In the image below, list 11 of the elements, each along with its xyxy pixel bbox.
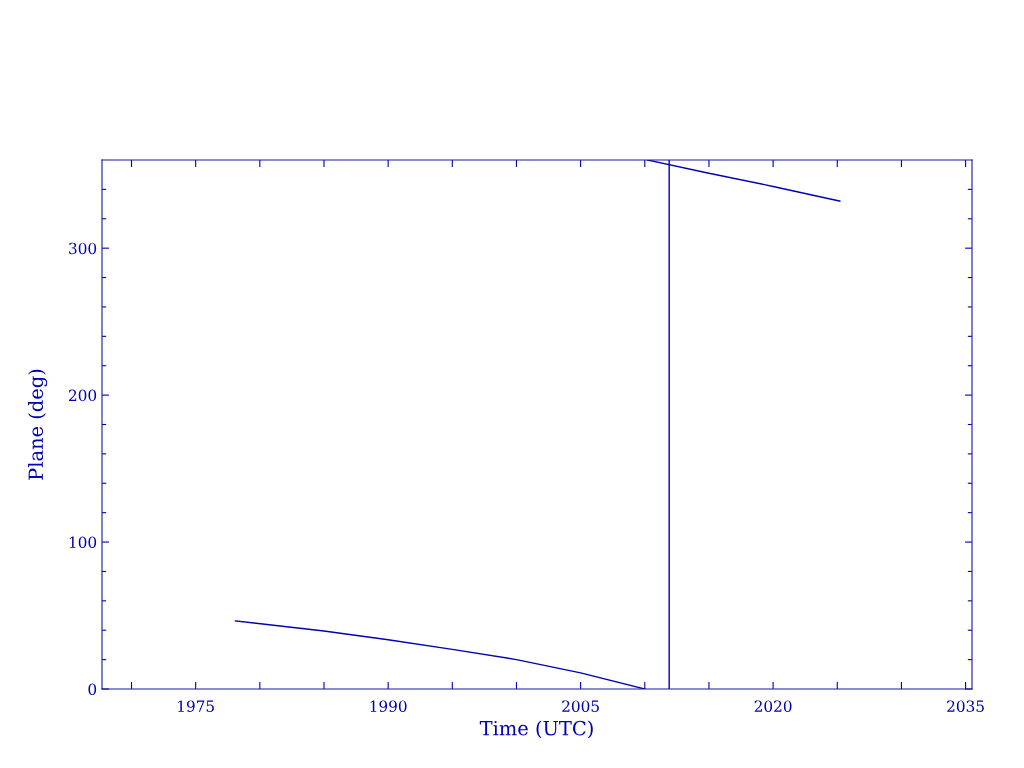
y-axis-title: Plane (deg)	[28, 369, 48, 480]
x-tick-label: 2020	[754, 700, 792, 712]
x-axis-title: Time (UTC)	[479, 720, 593, 739]
x-tick-label: 1990	[370, 700, 407, 712]
y-tick-label: 300	[69, 242, 97, 255]
x-tick-label: 2035	[947, 700, 984, 712]
y-tick-label: 200	[69, 389, 97, 402]
y-tick-label: 0	[88, 683, 97, 696]
x-tick-label: 2005	[562, 700, 599, 712]
x-tick-label: 1975	[178, 700, 214, 712]
y-tick-label: 100	[69, 536, 97, 549]
